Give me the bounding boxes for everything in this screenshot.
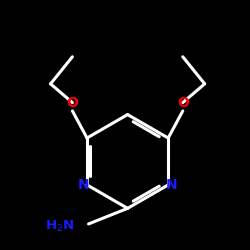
Text: O: O <box>177 96 189 110</box>
Text: N: N <box>78 178 90 192</box>
Text: O: O <box>66 96 78 110</box>
Text: N: N <box>166 178 177 192</box>
Text: H$_2$N: H$_2$N <box>44 218 74 234</box>
